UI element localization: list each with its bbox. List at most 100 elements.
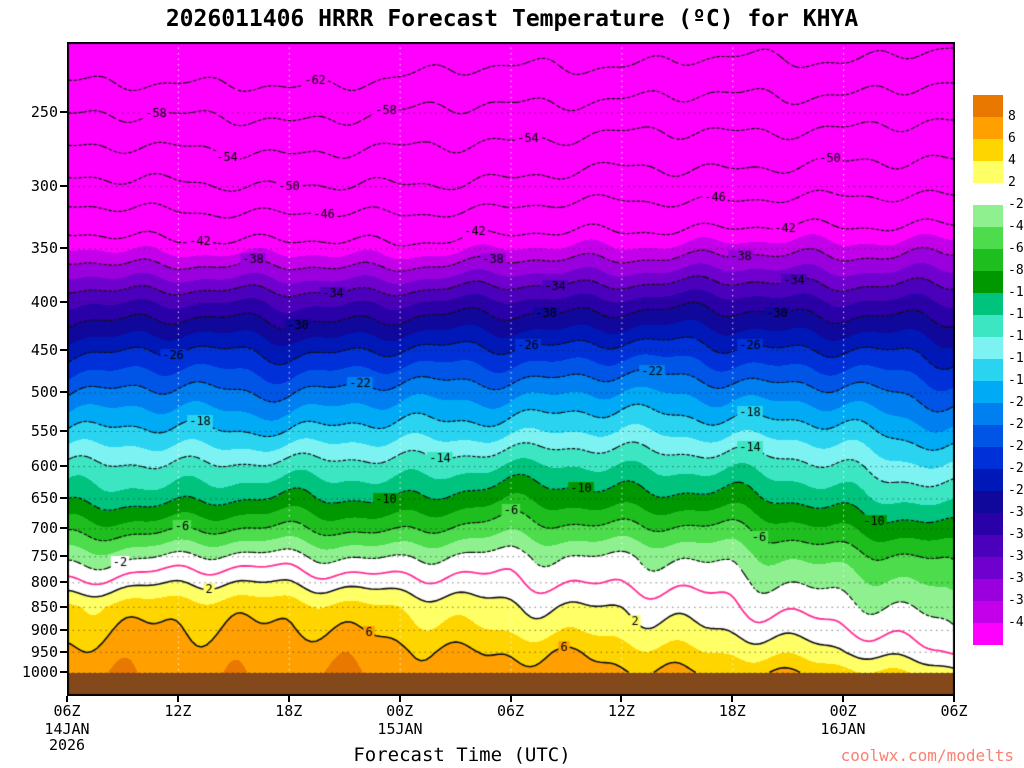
colorbar-tick-label: -14 xyxy=(1008,329,1024,344)
colorbar-tick-label: -16 xyxy=(1008,351,1024,366)
x-axis-tick-mark xyxy=(66,696,68,702)
y-axis-tick-label: 800 xyxy=(30,573,58,592)
x-axis-tick-mark xyxy=(287,696,290,702)
y-axis-tick-mark xyxy=(60,671,67,674)
date-label-mid-day: 15JAN xyxy=(377,720,423,738)
colorbar-tick-label: 2 xyxy=(1008,175,1016,190)
colorbar-tick-label: -10 xyxy=(1008,285,1024,300)
x-axis-tick-label: 06Z xyxy=(53,702,81,720)
date-label-end-day: 16JAN xyxy=(820,720,866,738)
y-axis-tick-label: 500 xyxy=(30,383,58,402)
colorbar-tick-label: 8 xyxy=(1008,109,1016,124)
colorbar-band xyxy=(973,623,1003,645)
y-axis-tick-label: 950 xyxy=(30,642,58,661)
y-axis-tick-mark xyxy=(60,581,67,584)
y-axis-tick-label: 600 xyxy=(30,457,58,476)
x-axis-tick-mark xyxy=(176,696,179,702)
x-axis-title: Forecast Time (UTC) xyxy=(353,744,571,766)
colorbar-band xyxy=(973,469,1003,491)
colorbar-band xyxy=(973,117,1003,139)
y-axis-tick-mark xyxy=(60,429,67,432)
y-axis-tick-label: 450 xyxy=(30,340,58,359)
colorbar-tick-label: -34 xyxy=(1008,549,1024,564)
colorbar-tick-label: -20 xyxy=(1008,395,1024,410)
colorbar-band xyxy=(973,425,1003,447)
x-axis-tick-label: 18Z xyxy=(275,702,303,720)
colorbar-tick-label: -18 xyxy=(1008,373,1024,388)
colorbar-tick-label: -4 xyxy=(1008,219,1024,234)
colorbar-band xyxy=(973,315,1003,337)
colorbar xyxy=(973,95,1003,645)
colorbar-tick-label: -32 xyxy=(1008,527,1024,542)
x-axis-tick-mark xyxy=(509,696,512,702)
x-axis-tick-label: 06Z xyxy=(940,702,968,720)
colorbar-band xyxy=(973,557,1003,579)
x-axis-tick-label: 06Z xyxy=(496,702,525,720)
x-axis-tick-mark xyxy=(731,696,734,702)
y-axis-tick-label: 550 xyxy=(30,421,58,440)
chart-title: 2026011406 HRRR Forecast Temperature (ºC… xyxy=(165,6,859,32)
colorbar-band xyxy=(973,359,1003,381)
colorbar-tick-label: -36 xyxy=(1008,571,1024,586)
colorbar-tick-label: -26 xyxy=(1008,461,1024,476)
y-axis-tick-mark xyxy=(60,465,67,468)
colorbar-band xyxy=(973,579,1003,601)
x-axis-tick-label: 12Z xyxy=(607,702,635,720)
colorbar-band xyxy=(973,95,1003,117)
y-axis-tick-mark xyxy=(60,391,67,394)
colorbar-band xyxy=(973,183,1003,205)
colorbar-band xyxy=(973,447,1003,469)
colorbar-tick-label: 4 xyxy=(1008,153,1016,168)
colorbar-band xyxy=(973,249,1003,271)
y-axis-tick-label: 750 xyxy=(30,547,58,566)
watermark: coolwx.com/modelts xyxy=(840,746,1014,765)
colorbar-band xyxy=(973,381,1003,403)
date-label-start-day: 14JAN xyxy=(44,720,90,738)
colorbar-tick-label: -30 xyxy=(1008,505,1024,520)
y-axis-tick-mark xyxy=(60,185,67,188)
colorbar-band xyxy=(973,271,1003,293)
y-axis-tick-mark xyxy=(60,348,67,351)
y-axis-tick-label: 300 xyxy=(30,177,58,196)
y-axis-tick-mark xyxy=(60,628,67,631)
x-axis-tick-label: 18Z xyxy=(718,702,746,720)
colorbar-tick-label: -6 xyxy=(1008,241,1024,256)
y-axis-tick-mark xyxy=(60,650,67,653)
colorbar-tick-label: -28 xyxy=(1008,483,1024,498)
y-axis-tick-mark xyxy=(60,301,67,304)
y-axis-tick-mark xyxy=(60,527,67,530)
colorbar-tick-label: -12 xyxy=(1008,307,1024,322)
colorbar-band xyxy=(973,139,1003,161)
colorbar-tick-label: -22 xyxy=(1008,417,1024,432)
colorbar-band xyxy=(973,337,1003,359)
x-axis-tick-mark xyxy=(953,696,955,702)
x-axis-tick-label: 12Z xyxy=(164,702,192,720)
y-axis-tick-mark xyxy=(60,247,67,250)
colorbar-band xyxy=(973,601,1003,623)
y-axis-tick-mark xyxy=(60,497,67,500)
x-axis-tick-label: 00Z xyxy=(829,702,857,720)
y-axis-tick-label: 650 xyxy=(30,489,58,508)
y-axis-tick-label: 850 xyxy=(30,597,58,616)
colorbar-band xyxy=(973,403,1003,425)
y-axis-tick-mark xyxy=(60,555,67,558)
colorbar-band xyxy=(973,205,1003,227)
colorbar-tick-label: -24 xyxy=(1008,439,1024,454)
colorbar-band xyxy=(973,161,1003,183)
colorbar-band xyxy=(973,491,1003,513)
y-axis-tick-label: 1000 xyxy=(21,663,58,682)
y-axis-tick-label: 350 xyxy=(30,239,58,258)
x-axis-tick-mark xyxy=(842,696,845,702)
colorbar-tick-label: -38 xyxy=(1008,593,1024,608)
y-axis-tick-mark xyxy=(60,605,67,608)
x-axis-tick-mark xyxy=(620,696,623,702)
colorbar-tick-label: -40 xyxy=(1008,615,1024,630)
x-axis-tick-mark xyxy=(398,696,401,702)
colorbar-band xyxy=(973,293,1003,315)
colorbar-band xyxy=(973,535,1003,557)
date-label-year: 2026 xyxy=(48,736,86,754)
colorbar-tick-label: -2 xyxy=(1008,197,1024,212)
colorbar-band xyxy=(973,227,1003,249)
colorbar-band xyxy=(973,513,1003,535)
colorbar-tick-label: 6 xyxy=(1008,131,1016,146)
